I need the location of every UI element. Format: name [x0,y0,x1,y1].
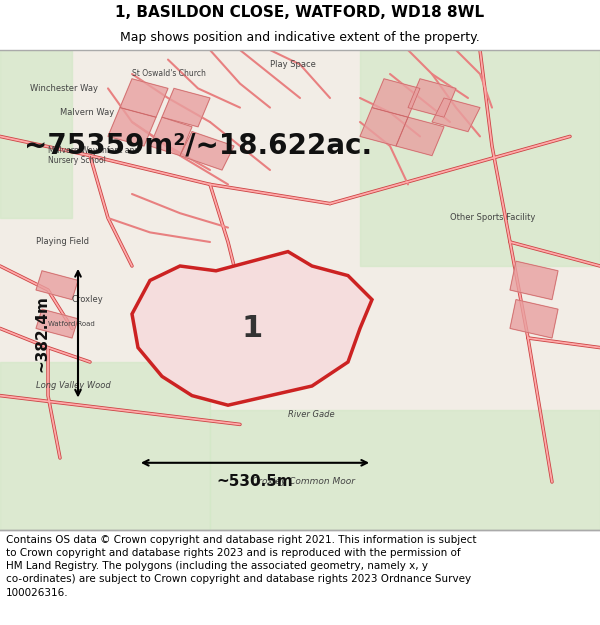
Polygon shape [432,98,480,132]
Text: Winchester Way: Winchester Way [30,84,98,93]
Polygon shape [120,79,168,118]
Text: ~530.5m: ~530.5m [217,474,293,489]
Text: 1: 1 [241,314,263,343]
Text: Contains OS data © Crown copyright and database right 2021. This information is : Contains OS data © Crown copyright and d… [6,535,476,598]
Text: ~382.4m: ~382.4m [35,295,50,372]
Polygon shape [510,299,558,338]
Polygon shape [0,50,72,218]
Polygon shape [150,118,192,156]
Text: Malvern Way Infant and
Nursery School: Malvern Way Infant and Nursery School [48,146,139,165]
Polygon shape [132,252,372,405]
Text: Playing Field: Playing Field [36,238,89,246]
Polygon shape [372,79,420,118]
Polygon shape [180,132,234,170]
Polygon shape [0,362,210,530]
Text: Malvern Way: Malvern Way [60,108,114,117]
Polygon shape [36,309,78,338]
Text: St Oswald's Church: St Oswald's Church [132,69,206,79]
Polygon shape [360,50,600,266]
Text: Watford Road: Watford Road [48,321,95,327]
Polygon shape [162,88,210,127]
Polygon shape [396,118,444,156]
Text: Long Valley Wood: Long Valley Wood [36,381,111,391]
Polygon shape [510,261,558,299]
Text: Play Space: Play Space [270,60,316,69]
Polygon shape [108,107,156,146]
Polygon shape [360,107,408,146]
Text: ~75359m²/~18.622ac.: ~75359m²/~18.622ac. [24,132,372,160]
Text: 1, BASILDON CLOSE, WATFORD, WD18 8WL: 1, BASILDON CLOSE, WATFORD, WD18 8WL [115,5,485,20]
Text: Map shows position and indicative extent of the property.: Map shows position and indicative extent… [120,31,480,44]
Text: Croxley: Croxley [72,295,104,304]
Text: River Gade: River Gade [288,410,335,419]
Text: Other Sports Facility: Other Sports Facility [450,214,535,222]
Polygon shape [210,410,600,530]
Polygon shape [36,271,78,299]
Text: Croxley Common Moor: Croxley Common Moor [252,478,355,486]
Polygon shape [408,79,456,118]
